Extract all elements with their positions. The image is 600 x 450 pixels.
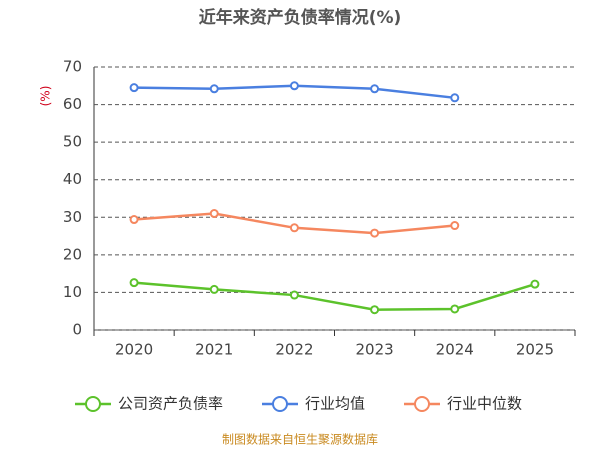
- data-point: [209, 284, 219, 294]
- y-tick-label: 70: [63, 58, 82, 76]
- data-point: [370, 305, 380, 315]
- y-tick-label: 40: [63, 170, 82, 188]
- y-axis-label: (%): [39, 86, 53, 107]
- source-note: 制图数据来自恒生聚源数据库: [222, 432, 378, 447]
- x-tick-label: 2024: [436, 341, 474, 359]
- data-point: [530, 279, 540, 289]
- y-tick-label: 30: [63, 208, 82, 226]
- legend-marker: [414, 396, 430, 412]
- series-line: [133, 281, 536, 311]
- data-point: [370, 228, 380, 238]
- data-point: [129, 215, 139, 225]
- data-point: [129, 278, 139, 288]
- data-point: [450, 93, 460, 103]
- data-point: [370, 84, 380, 94]
- y-tick-label: 60: [63, 95, 82, 113]
- data-point: [129, 83, 139, 93]
- data-point: [450, 304, 460, 314]
- legend-marker: [85, 396, 101, 412]
- x-tick-label: 2020: [115, 341, 153, 359]
- y-tick-label: 50: [63, 133, 82, 151]
- legend-marker: [272, 396, 288, 412]
- legend-label: 公司资产负债率: [118, 395, 223, 413]
- x-tick-label: 2022: [275, 341, 313, 359]
- legend-label: 行业均值: [305, 395, 365, 413]
- x-tick-label: 2025: [516, 341, 554, 359]
- x-tick-label: 2021: [195, 341, 233, 359]
- y-tick-label: 20: [63, 245, 82, 263]
- data-point: [289, 223, 299, 233]
- y-tick-label: 10: [63, 283, 82, 301]
- data-point: [289, 290, 299, 300]
- legend-label: 行业中位数: [447, 395, 522, 413]
- data-point: [209, 209, 219, 219]
- chart-title: 近年来资产负债率情况(%): [199, 7, 402, 28]
- data-point: [209, 84, 219, 94]
- data-point: [289, 81, 299, 91]
- data-point: [450, 221, 460, 231]
- y-tick-label: 0: [72, 321, 82, 339]
- x-tick-label: 2023: [355, 341, 393, 359]
